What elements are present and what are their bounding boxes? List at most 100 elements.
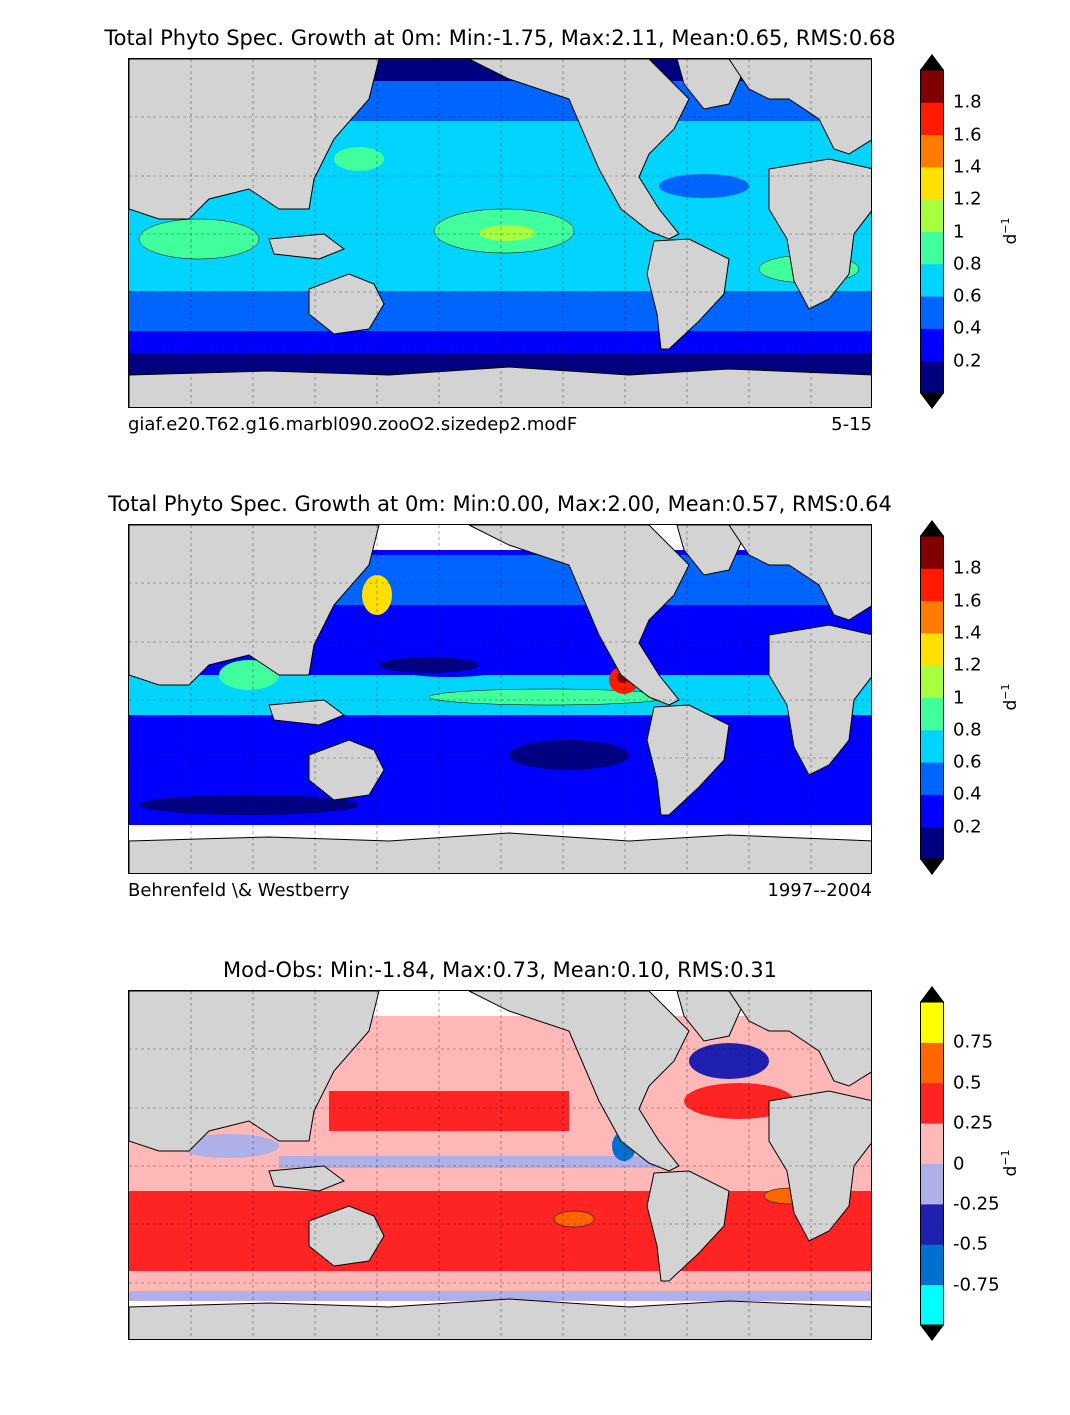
colorbar-segment xyxy=(920,794,944,828)
colorbar-segment xyxy=(920,328,944,362)
panel-title: Mod-Obs: Min:-1.84, Max:0.73, Mean:0.10,… xyxy=(223,958,777,982)
land-greenland xyxy=(676,991,750,1042)
period-label: 1997--2004 xyxy=(767,880,872,901)
colorbar-segment xyxy=(920,1002,944,1043)
land-greenland xyxy=(676,59,750,110)
land-north-america xyxy=(468,991,690,1172)
colorbar-tick-label: 1 xyxy=(953,221,965,242)
colorbar-tick-label: 0.8 xyxy=(953,719,982,741)
land-south-america xyxy=(646,704,730,816)
colorbar-segment xyxy=(920,360,944,394)
colorbar xyxy=(920,54,944,409)
colorbar xyxy=(920,986,944,1341)
ocean-band-antarctic xyxy=(129,353,871,375)
feature-subpolar-natl-negative xyxy=(689,1043,769,1079)
land-eurasia-right xyxy=(728,991,871,1087)
feature-arabian-sea xyxy=(219,660,279,690)
map-canvas xyxy=(129,991,871,1339)
feature-npac-core xyxy=(379,657,479,673)
colorbar-tick-label: 0.4 xyxy=(953,783,982,805)
unit-label: d−1 xyxy=(999,217,1021,245)
colorbar-tick-label: 0.2 xyxy=(953,350,982,372)
colorbar-segment xyxy=(920,1244,944,1286)
band-southern-negative xyxy=(129,1291,871,1301)
colorbar-tick-label: 1.4 xyxy=(953,622,982,644)
colorbar-segment xyxy=(920,231,944,265)
band-equatorial-negative xyxy=(279,1156,659,1168)
land-north-america xyxy=(468,525,690,706)
colorbar-under-arrow xyxy=(920,859,944,875)
band-npac-positive xyxy=(329,1091,569,1131)
colorbar-frame xyxy=(920,69,944,394)
colorbar-segment xyxy=(920,826,944,860)
colorbar-segment xyxy=(920,1042,944,1084)
feature-arabian-negative xyxy=(179,1134,279,1158)
land-antarctica xyxy=(129,1298,871,1339)
colorbar-tick-label: 0.75 xyxy=(953,1031,994,1053)
colorbar-tick-label: 1.8 xyxy=(953,91,982,113)
colorbar-segment xyxy=(920,166,944,200)
colorbar-over-arrow xyxy=(920,520,944,536)
colorbar-tick-label: 1.4 xyxy=(953,156,982,178)
colorbar-tick-label: 1.8 xyxy=(953,557,982,579)
land-greenland xyxy=(676,525,750,576)
land-south-america xyxy=(646,238,730,350)
land-australia xyxy=(308,739,385,801)
panel-obs: Total Phyto Spec. Growth at 0m: Min:0.00… xyxy=(0,492,1070,949)
colorbar-tick-label: 1.2 xyxy=(953,654,982,676)
colorbar-tick-label: 1.6 xyxy=(953,124,982,146)
colorbar-segment xyxy=(920,199,944,232)
land-eurasia-left xyxy=(129,991,380,1152)
feature-indian-high xyxy=(138,218,260,260)
map-model-growth xyxy=(128,58,872,408)
colorbar-segment xyxy=(920,568,944,602)
colorbar-segment xyxy=(920,1123,944,1164)
colorbar-tick-label: 0.6 xyxy=(953,751,982,773)
colorbar-tick-label: 0.25 xyxy=(953,1112,994,1134)
data-source: Behrenfeld \& Westberry xyxy=(128,880,350,901)
period-label: 5-15 xyxy=(831,414,872,435)
colorbar-segment xyxy=(920,1163,944,1205)
land-south-america xyxy=(646,1170,730,1282)
unit-label: d−1 xyxy=(999,1149,1021,1177)
land-north-america xyxy=(468,59,690,240)
band-southern-pink xyxy=(129,1271,871,1291)
colorbar-over-arrow xyxy=(920,986,944,1002)
panel-model: Total Phyto Spec. Growth at 0m: Min:-1.7… xyxy=(0,26,1070,483)
land-antarctica xyxy=(129,832,871,873)
colorbar xyxy=(920,520,944,875)
colorbar-over-arrow xyxy=(920,54,944,70)
feature-kuroshio xyxy=(334,147,384,171)
land-eurasia-right xyxy=(728,525,871,621)
feature-southern-low xyxy=(139,795,359,815)
band-south-positive xyxy=(129,1191,871,1271)
colorbar-tick-label: 1.2 xyxy=(953,188,982,210)
run-name: giaf.e20.T62.g16.marbl090.zooO2.sizedep2… xyxy=(128,414,578,435)
land-eurasia-right xyxy=(728,59,871,155)
colorbar-tick-label: 1.6 xyxy=(953,590,982,612)
colorbar-tick-label: -0.25 xyxy=(953,1193,1000,1215)
map-model-minus-obs xyxy=(128,990,872,1340)
colorbar-segment xyxy=(920,1082,944,1124)
ocean-band-southern-deep xyxy=(129,331,871,353)
colorbar-segment xyxy=(920,536,944,569)
colorbar-tick-label: 1 xyxy=(953,687,965,708)
colorbar-tick-label: 0.2 xyxy=(953,816,982,838)
land-australia xyxy=(308,1205,385,1267)
land-eurasia-left xyxy=(129,59,380,220)
colorbar-segment xyxy=(920,632,944,666)
colorbar-tick-label: 0 xyxy=(953,1153,965,1174)
ocean-band-southern xyxy=(129,291,871,331)
feature-spac-gyre xyxy=(509,740,629,770)
colorbar-segment xyxy=(920,1284,944,1326)
colorbar-segment xyxy=(920,729,944,763)
colorbar-segment xyxy=(920,70,944,103)
unit-label: d−1 xyxy=(999,683,1021,711)
colorbar-segment xyxy=(920,697,944,731)
colorbar-segment xyxy=(920,102,944,136)
feature-natl-positive xyxy=(684,1083,794,1119)
colorbar-tick-label: 0.8 xyxy=(953,253,982,275)
colorbar-segment xyxy=(920,1203,944,1245)
colorbar-tick-label: -0.75 xyxy=(953,1274,1000,1296)
feature-natl-gyre xyxy=(674,627,784,663)
